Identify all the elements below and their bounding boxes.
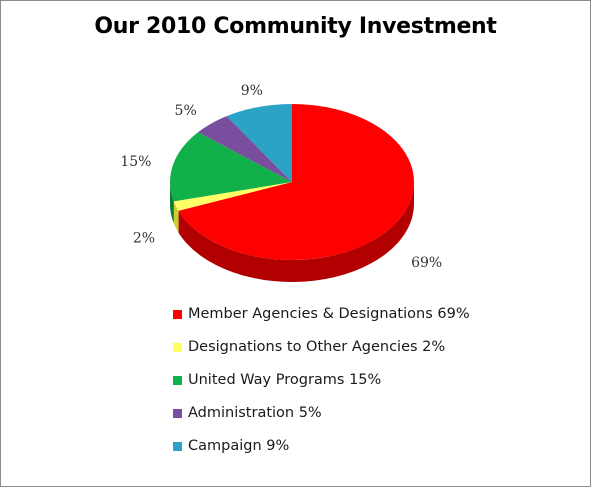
pie-side-designations-to-other-agencies	[173, 201, 179, 233]
legend-swatch	[173, 309, 182, 319]
pie-slice-designations-to-other-agencies	[173, 182, 292, 211]
legend-item-member-agencies-designations: Member Agencies & Designations 69%	[173, 305, 470, 323]
legend-label: Designations to Other Agencies 2%	[188, 339, 446, 355]
pie-slice-member-agencies-designations	[178, 104, 414, 260]
pie-side-member-agencies-designations	[178, 182, 414, 282]
legend-label: Member Agencies & Designations 69%	[188, 306, 470, 322]
data-label-united-way-programs: 15%	[120, 154, 151, 170]
data-label-member-agencies-designations: 69%	[411, 255, 442, 271]
data-label-designations-to-other-agencies: 2%	[133, 231, 155, 247]
legend-swatch	[173, 441, 182, 451]
pie-slice-campaign	[226, 104, 292, 182]
legend-label: Administration 5%	[188, 405, 322, 421]
legend-swatch	[173, 375, 182, 385]
pie-slice-united-way-programs	[169, 132, 292, 202]
legend-item-campaign: Campaign 9%	[173, 437, 470, 455]
data-label-administration: 5%	[175, 103, 197, 119]
legend-item-designations-to-other-agencies: Designations to Other Agencies 2%	[173, 338, 470, 356]
chart-legend: Member Agencies & Designations 69% Design…	[173, 305, 470, 470]
legend-swatch	[173, 342, 182, 352]
data-label-campaign: 9%	[241, 83, 263, 99]
pie-side-united-way-programs	[170, 182, 174, 224]
chart-title: Our 2010 Community Investment	[94, 14, 497, 39]
legend-item-administration: Administration 5%	[173, 404, 470, 422]
pie-slice-administration	[197, 116, 292, 182]
legend-label: Campaign 9%	[188, 438, 290, 454]
legend-swatch	[173, 408, 182, 418]
legend-label: United Way Programs 15%	[188, 372, 382, 388]
legend-item-united-way-programs: United Way Programs 15%	[173, 371, 470, 389]
